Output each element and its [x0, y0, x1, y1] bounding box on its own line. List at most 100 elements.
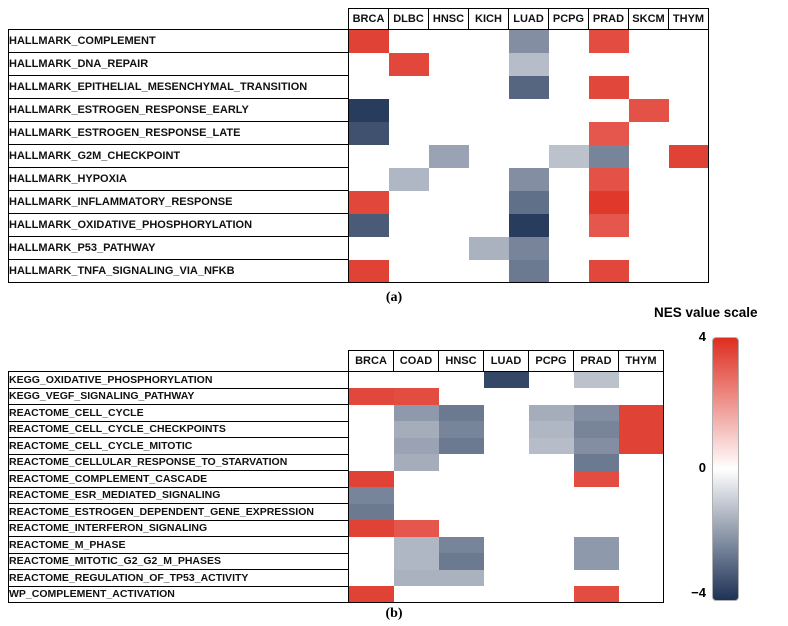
heatmap-cell [348, 144, 389, 168]
heatmap-cell [483, 553, 529, 570]
heatmap-cell [668, 167, 709, 191]
panel-b: BRCA COAD HNSC LUAD PCPG PRAD THYM KEGG_OXIDATI… [8, 350, 664, 603]
heatmap-cell [438, 454, 484, 471]
heatmap-cell [348, 503, 394, 520]
heatmap-cell [548, 52, 589, 76]
legend-colorbar [712, 337, 739, 601]
heatmap-cell [588, 75, 629, 99]
heatmap-row: HALLMARK_P53_PATHWAY [8, 236, 709, 260]
row-label: HALLMARK_ESTROGEN_RESPONSE_EARLY [8, 98, 349, 122]
heatmap-cell [438, 421, 484, 438]
heatmap-cell [483, 470, 529, 487]
column-header-hnsc: HNSC [428, 8, 469, 30]
heatmap-cell [528, 503, 574, 520]
heatmap-cell [508, 121, 549, 145]
heatmap-row: REACTOME_INTERFERON_SIGNALING [8, 519, 664, 537]
heatmap-cell [348, 553, 394, 570]
heatmap-row: HALLMARK_INFLAMMATORY_RESPONSE [8, 190, 709, 214]
heatmap-cell [528, 454, 574, 471]
heatmap-cell [618, 404, 664, 421]
heatmap-cell [483, 536, 529, 553]
heatmap-cell [393, 586, 439, 603]
heatmap-cell [588, 144, 629, 168]
heatmap-cell [393, 388, 439, 405]
heatmap-cell [573, 536, 619, 553]
heatmap-cell [668, 236, 709, 260]
heatmap-cell [548, 144, 589, 168]
heatmap-cell [348, 569, 394, 586]
heatmap-cell [483, 371, 529, 388]
heatmap-cell [508, 190, 549, 214]
heatmap-cell [483, 421, 529, 438]
heatmap-cell [668, 259, 709, 283]
heatmap-cell [573, 586, 619, 603]
heatmap-cell [483, 388, 529, 405]
heatmap-cell [588, 259, 629, 283]
heatmap-cell [588, 52, 629, 76]
heatmap-cell [508, 98, 549, 122]
heatmap-cell [618, 388, 664, 405]
heatmap-cell [393, 553, 439, 570]
heatmap-cell [483, 503, 529, 520]
heatmap-cell [618, 454, 664, 471]
heatmap-cell [388, 121, 429, 145]
heatmap-cell [483, 404, 529, 421]
heatmap-cell [393, 454, 439, 471]
heatmap-cell [618, 437, 664, 454]
heatmap-cell [388, 190, 429, 214]
row-label: REACTOME_MITOTIC_G2_G2_M_PHASES [8, 552, 349, 570]
heatmap-cell [348, 487, 394, 504]
heatmap-cell [508, 259, 549, 283]
heatmap-cell [573, 421, 619, 438]
row-label: HALLMARK_ESTROGEN_RESPONSE_LATE [8, 121, 349, 145]
heatmap-row: KEGG_VEGF_SIGNALING_PATHWAY [8, 387, 664, 405]
heatmap-cell [393, 487, 439, 504]
row-label: REACTOME_CELL_CYCLE_CHECKPOINTS [8, 420, 349, 438]
heatmap-panel-b: BRCA COAD HNSC LUAD PCPG PRAD THYM KEGG_OXIDATI… [8, 350, 664, 603]
heatmap-row: REACTOME_M_PHASE [8, 536, 664, 554]
heatmap-cell [528, 404, 574, 421]
row-label: HALLMARK_HYPOXIA [8, 167, 349, 191]
heatmap-cell [348, 437, 394, 454]
column-header-prad: PRAD [573, 350, 619, 372]
heatmap-cell [618, 536, 664, 553]
row-label: HALLMARK_P53_PATHWAY [8, 236, 349, 260]
heatmap-cell [618, 586, 664, 603]
heatmap-cell [428, 213, 469, 237]
heatmap-cell [348, 213, 389, 237]
heatmap-cell [468, 236, 509, 260]
heatmap-cell [618, 520, 664, 537]
heatmap-cell [628, 52, 669, 76]
row-label: REACTOME_CELL_CYCLE_MITOTIC [8, 437, 349, 455]
heatmap-cell [438, 437, 484, 454]
heatmap-cell [573, 553, 619, 570]
heatmap-row: HALLMARK_COMPLEMENT [8, 29, 709, 53]
heatmap-cell [508, 29, 549, 53]
heatmap-cell [483, 520, 529, 537]
heatmap-row: REACTOME_COMPLEMENT_CASCADE [8, 470, 664, 488]
heatmap-cell [573, 404, 619, 421]
heatmap-cell [618, 371, 664, 388]
heatmap-cell [468, 29, 509, 53]
heatmap-cell [483, 487, 529, 504]
heatmap-cell [438, 553, 484, 570]
column-header-kich: KICH [468, 8, 509, 30]
heatmap-cell [428, 167, 469, 191]
heatmap-cell [573, 388, 619, 405]
heatmap-row: HALLMARK_OXIDATIVE_PHOSPHORYLATION [8, 213, 709, 237]
heatmap-cell [348, 371, 394, 388]
heatmap-cell [528, 371, 574, 388]
heatmap-row: REACTOME_CELLULAR_RESPONSE_TO_STARVATION [8, 453, 664, 471]
column-header-pcpg: PCPG [548, 8, 589, 30]
heatmap-cell [348, 586, 394, 603]
heatmap-row: HALLMARK_G2M_CHECKPOINT [8, 144, 709, 168]
heatmap-cell [528, 421, 574, 438]
column-header-pcpg: PCPG [528, 350, 574, 372]
heatmap-cell [628, 29, 669, 53]
heatmap-cell [428, 98, 469, 122]
column-header-prad: PRAD [588, 8, 629, 30]
heatmap-cell [618, 553, 664, 570]
heatmap-cell [428, 121, 469, 145]
corner-spacer [8, 8, 349, 30]
heatmap-cell [668, 29, 709, 53]
